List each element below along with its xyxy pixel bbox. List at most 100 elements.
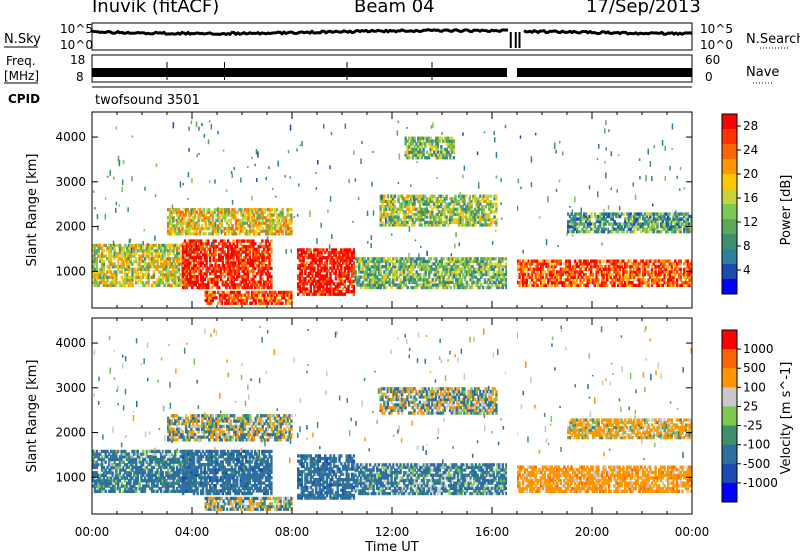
data-cell xyxy=(495,195,497,198)
data-cell xyxy=(560,260,562,263)
data-cell xyxy=(103,249,105,252)
data-cell xyxy=(456,208,458,211)
data-cell xyxy=(232,239,234,242)
data-cell xyxy=(218,286,220,289)
data-cell xyxy=(215,296,217,299)
data-cell xyxy=(649,260,651,263)
data-cell xyxy=(450,286,452,289)
data-cell xyxy=(353,248,355,251)
data-cell xyxy=(353,285,355,288)
data-cell xyxy=(638,268,640,271)
data-cell xyxy=(482,286,484,289)
data-cell xyxy=(445,195,447,198)
data-cell xyxy=(353,261,355,264)
data-cell xyxy=(281,302,283,305)
freq-tick-bottom: 8 xyxy=(76,70,84,84)
data-cell xyxy=(585,212,587,215)
data-cell xyxy=(495,218,497,221)
data-cell xyxy=(290,208,292,211)
data-cell xyxy=(214,239,216,242)
data-cell xyxy=(599,260,601,263)
freq-label: Freq. xyxy=(6,54,36,68)
station-title: Inuvik (fitACF) xyxy=(92,0,219,17)
data-cell xyxy=(622,212,624,215)
data-cell xyxy=(270,248,272,251)
date-title: 17/Sep/2013 xyxy=(586,0,701,17)
data-cell xyxy=(205,232,207,235)
freq-panel: Freq. [MHz] 18 8 60 0 Nave xyxy=(4,53,779,84)
data-cell xyxy=(603,260,605,263)
data-cell xyxy=(281,208,283,211)
nsky-trace xyxy=(92,30,692,35)
echo-point xyxy=(191,178,193,183)
data-cell xyxy=(355,270,357,273)
data-cell xyxy=(207,239,209,242)
data-cell xyxy=(135,257,137,260)
data-cell xyxy=(495,202,497,205)
data-cell xyxy=(394,200,396,203)
echo-point xyxy=(520,187,522,189)
data-cell xyxy=(430,257,432,260)
beam-title: Beam 04 xyxy=(354,0,435,17)
cpid-panel: CPID twofsound 3501 xyxy=(8,87,692,108)
data-cell xyxy=(547,260,549,263)
data-cell xyxy=(261,239,263,242)
data-cell xyxy=(453,139,455,142)
data-cell xyxy=(465,195,467,198)
data-cell xyxy=(270,259,272,262)
data-cell xyxy=(442,257,444,260)
data-cell xyxy=(270,267,272,270)
data-cell xyxy=(590,212,592,215)
nsearch-tick-top: 10^5 xyxy=(700,22,733,36)
data-cell xyxy=(669,212,671,215)
data-cell xyxy=(247,291,249,294)
data-cell xyxy=(606,284,608,287)
data-cell xyxy=(231,224,233,227)
data-cell xyxy=(490,195,492,198)
data-cell xyxy=(290,213,292,216)
data-cell xyxy=(385,286,387,289)
data-cell xyxy=(419,273,421,276)
data-cell xyxy=(494,257,496,260)
cpid-label: CPID xyxy=(8,92,40,106)
nsky-tick-top: 10^5 xyxy=(60,22,93,36)
echo-point xyxy=(315,172,317,174)
data-cell xyxy=(413,137,415,140)
nsky-tick-bottom: 10^0 xyxy=(60,38,93,52)
nave-tick-bottom: 0 xyxy=(705,70,713,84)
data-cell xyxy=(605,228,607,231)
data-cell xyxy=(270,239,272,242)
data-cell xyxy=(254,242,256,245)
data-cell xyxy=(440,145,442,148)
data-cell xyxy=(536,284,538,287)
data-cell xyxy=(290,291,292,294)
nsky-label: N.Sky xyxy=(4,32,41,47)
data-cell xyxy=(213,291,215,294)
nave-tick-top: 60 xyxy=(705,53,720,67)
data-cell xyxy=(313,267,315,270)
data-cell xyxy=(454,195,456,198)
data-cell xyxy=(235,232,237,235)
data-cell xyxy=(680,268,682,271)
nave-label: Nave xyxy=(746,65,779,80)
nsearch-label: N.Search xyxy=(746,32,800,47)
freq-gap xyxy=(507,66,517,79)
data-cell xyxy=(203,208,205,211)
data-cell xyxy=(270,275,272,278)
freq-band xyxy=(92,68,692,77)
data-cell xyxy=(383,195,385,198)
freq-unit: [MHz] xyxy=(4,69,39,83)
data-cell xyxy=(290,227,292,230)
data-cell xyxy=(394,195,396,198)
nsearch-tick-bottom: 10^0 xyxy=(700,38,733,52)
data-cell xyxy=(680,260,682,263)
power-data xyxy=(92,112,693,308)
nsky-frame xyxy=(92,23,692,50)
data-cell xyxy=(420,223,422,226)
data-cell xyxy=(271,208,273,211)
data-cell xyxy=(592,273,594,276)
data-cell xyxy=(276,208,278,211)
data-cell xyxy=(103,260,105,263)
